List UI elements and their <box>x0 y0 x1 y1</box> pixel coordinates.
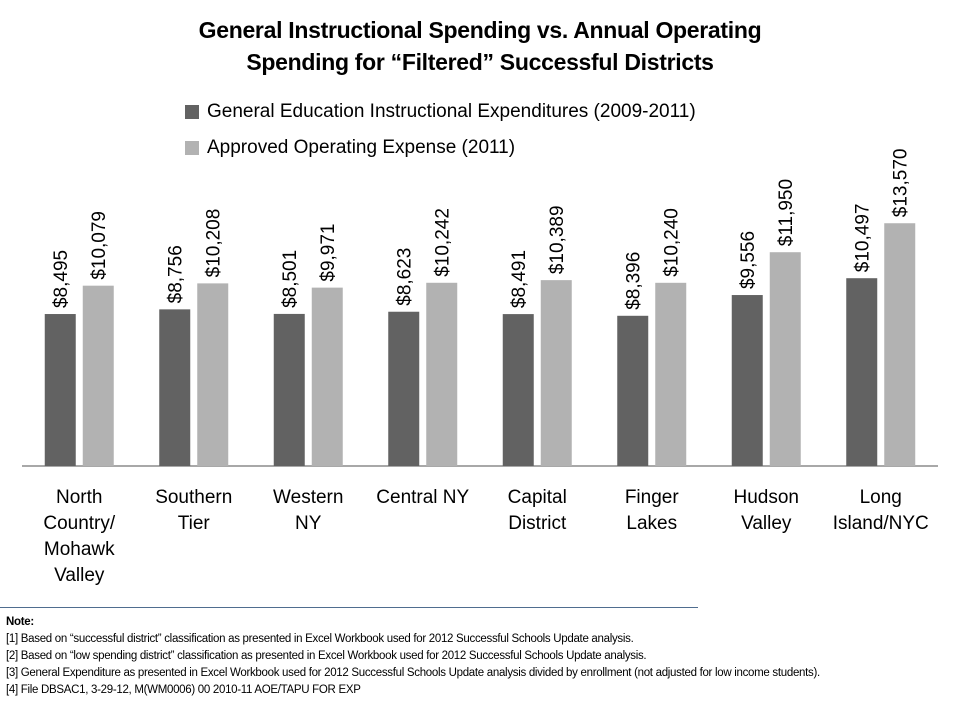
chart-title: General Instructional Spending vs. Annua… <box>0 14 960 78</box>
bar-operating-1 <box>197 283 229 466</box>
legend-item-instructional: General Education Instructional Expendit… <box>185 94 696 130</box>
category-label-6: Hudson Valley <box>706 485 826 537</box>
note-1: [1] Based on “successful district” class… <box>6 633 634 645</box>
chart-title-line-1: General Instructional Spending vs. Annua… <box>198 17 762 43</box>
data-label-operating-2: $9,971 <box>318 223 339 281</box>
data-label-operating-5: $10,240 <box>662 208 683 277</box>
data-label-operating-7: $13,570 <box>891 149 912 218</box>
legend: General Education Instructional Expendit… <box>185 94 696 166</box>
bar-operating-5 <box>655 282 687 466</box>
bar-operating-4 <box>540 280 572 466</box>
category-label-5: Finger Lakes <box>592 485 712 537</box>
category-label-4: Capital District <box>477 485 597 537</box>
data-label-instructional-3: $8,623 <box>395 248 416 306</box>
data-label-instructional-5: $8,396 <box>624 252 645 310</box>
data-label-operating-6: $11,950 <box>776 179 797 246</box>
bar-instructional-6 <box>731 295 763 466</box>
data-label-instructional-0: $8,495 <box>51 250 72 308</box>
category-label-line: Lakes <box>626 513 678 534</box>
chart-title-line-2: Spending for “Filtered” Successful Distr… <box>246 49 714 75</box>
data-label-operating-0: $10,079 <box>89 211 110 280</box>
legend-swatch-instructional <box>185 105 199 119</box>
data-label-operating-1: $10,208 <box>204 209 225 278</box>
bar-operating-0 <box>82 285 114 466</box>
category-label-0: North Country/Mohawk Valley <box>19 485 139 589</box>
legend-item-operating: Approved Operating Expense (2011) <box>185 130 696 166</box>
category-label-line: Southern <box>155 487 233 508</box>
data-label-operating-3: $10,242 <box>433 208 454 277</box>
bar-instructional-2 <box>273 313 305 466</box>
bar-instructional-3 <box>388 311 420 466</box>
category-label-3: Central NY <box>363 485 483 511</box>
bar-operating-7 <box>884 223 916 466</box>
category-label-line: Valley <box>741 513 792 534</box>
bar-operating-6 <box>769 252 801 466</box>
category-label-line: Country/ <box>43 513 116 534</box>
category-label-line: District <box>508 513 567 534</box>
category-label-2: Western NY <box>248 485 368 537</box>
category-label-line: Mohawk <box>43 539 115 560</box>
category-label-line: North <box>56 487 103 508</box>
bar-instructional-1 <box>159 309 191 466</box>
bar-instructional-4 <box>502 314 534 466</box>
category-label-line: Tier <box>177 513 210 534</box>
data-label-instructional-7: $10,497 <box>853 204 874 273</box>
bar-instructional-5 <box>617 315 649 466</box>
category-label-line: Hudson <box>733 487 800 508</box>
category-label-line: NY <box>295 513 322 534</box>
note-3: [3] General Expenditure as presented in … <box>6 667 820 679</box>
category-label-1: Southern Tier <box>134 485 254 537</box>
category-label-line: Capital <box>507 487 567 508</box>
bar-operating-3 <box>426 282 458 466</box>
category-label-line: Valley <box>54 565 105 586</box>
legend-label-instructional: General Education Instructional Expendit… <box>207 101 696 122</box>
bar-instructional-0 <box>44 314 76 466</box>
data-label-instructional-1: $8,756 <box>166 245 187 303</box>
bar-operating-2 <box>311 287 343 466</box>
note-4: [4] File DBSAC1, 3-29-12, M(WM0006) 00 2… <box>6 684 361 696</box>
notes: Note: [1] Based on “successful district”… <box>6 614 956 699</box>
data-label-instructional-4: $8,491 <box>509 250 530 308</box>
data-label-operating-4: $10,389 <box>547 205 568 274</box>
category-label-line: Long <box>859 487 902 508</box>
notes-heading: Note: <box>6 616 34 628</box>
note-2: [2] Based on “low spending district” cla… <box>6 650 647 662</box>
category-label-7: Long Island/NYC <box>821 485 941 537</box>
data-label-instructional-2: $8,501 <box>280 250 301 308</box>
category-label-line: Island/NYC <box>832 513 929 534</box>
legend-label-operating: Approved Operating Expense (2011) <box>207 137 516 158</box>
category-label-line: Western <box>273 487 344 508</box>
category-label-line: Central NY <box>376 487 470 508</box>
bar-instructional-7 <box>846 278 878 466</box>
notes-divider <box>0 607 698 608</box>
category-label-line: Finger <box>624 487 679 508</box>
data-label-instructional-6: $9,556 <box>738 231 759 289</box>
legend-swatch-operating <box>185 141 199 155</box>
